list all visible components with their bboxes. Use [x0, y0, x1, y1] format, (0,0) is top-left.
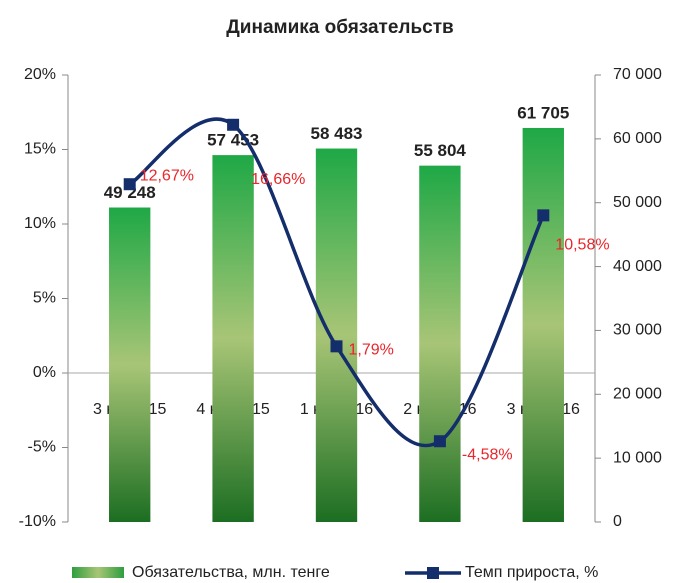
bar [212, 155, 254, 522]
y-tick-label: -10% [19, 513, 56, 530]
bar-value-label: 55 804 [414, 141, 467, 160]
y2-tick-label: 10 000 [613, 449, 662, 466]
legend-label: Темп прироста, % [465, 564, 598, 581]
legend-marker [427, 567, 439, 579]
line-marker [123, 178, 136, 191]
line-marker [433, 435, 446, 448]
y-tick-label: 20% [24, 66, 56, 83]
y-tick-label: 10% [24, 215, 56, 232]
bar [522, 127, 564, 523]
bar [315, 148, 358, 523]
y-tick-label: 15% [24, 141, 56, 158]
y-tick-label: 5% [33, 290, 56, 307]
chart-title: Динамика обязательств [226, 17, 453, 38]
y2-tick-label: 40 000 [613, 258, 662, 275]
y-tick-label: 0% [33, 364, 56, 381]
line-value-label: 1,79% [349, 342, 394, 359]
y2-tick-label: 30 000 [613, 322, 662, 339]
y2-tick-label: 20 000 [613, 386, 662, 403]
line-value-label: 10,58% [555, 237, 609, 254]
legend-swatch [72, 567, 124, 578]
bar-value-label: 61 705 [517, 103, 569, 122]
bar [419, 165, 461, 522]
line-value-label: 12,67% [140, 167, 194, 184]
y2-tick-label: 60 000 [613, 130, 662, 147]
y-tick-label: -5% [28, 439, 56, 456]
legend-label: Обязательства, млн. тенге [132, 564, 330, 581]
line-marker [537, 209, 550, 222]
y2-tick-label: 70 000 [613, 66, 662, 83]
bar [109, 207, 151, 522]
bar-value-label: 49 248 [104, 183, 156, 202]
y2-tick-label: 50 000 [613, 194, 662, 211]
y2-tick-label: 0 [613, 513, 622, 530]
line-value-label: 16,66% [251, 171, 305, 188]
bar-value-label: 58 483 [311, 124, 363, 143]
line-value-label: -4,58% [462, 446, 513, 463]
bar-value-label: 57 453 [207, 131, 259, 150]
line-marker [330, 340, 343, 353]
line-marker [227, 118, 240, 131]
